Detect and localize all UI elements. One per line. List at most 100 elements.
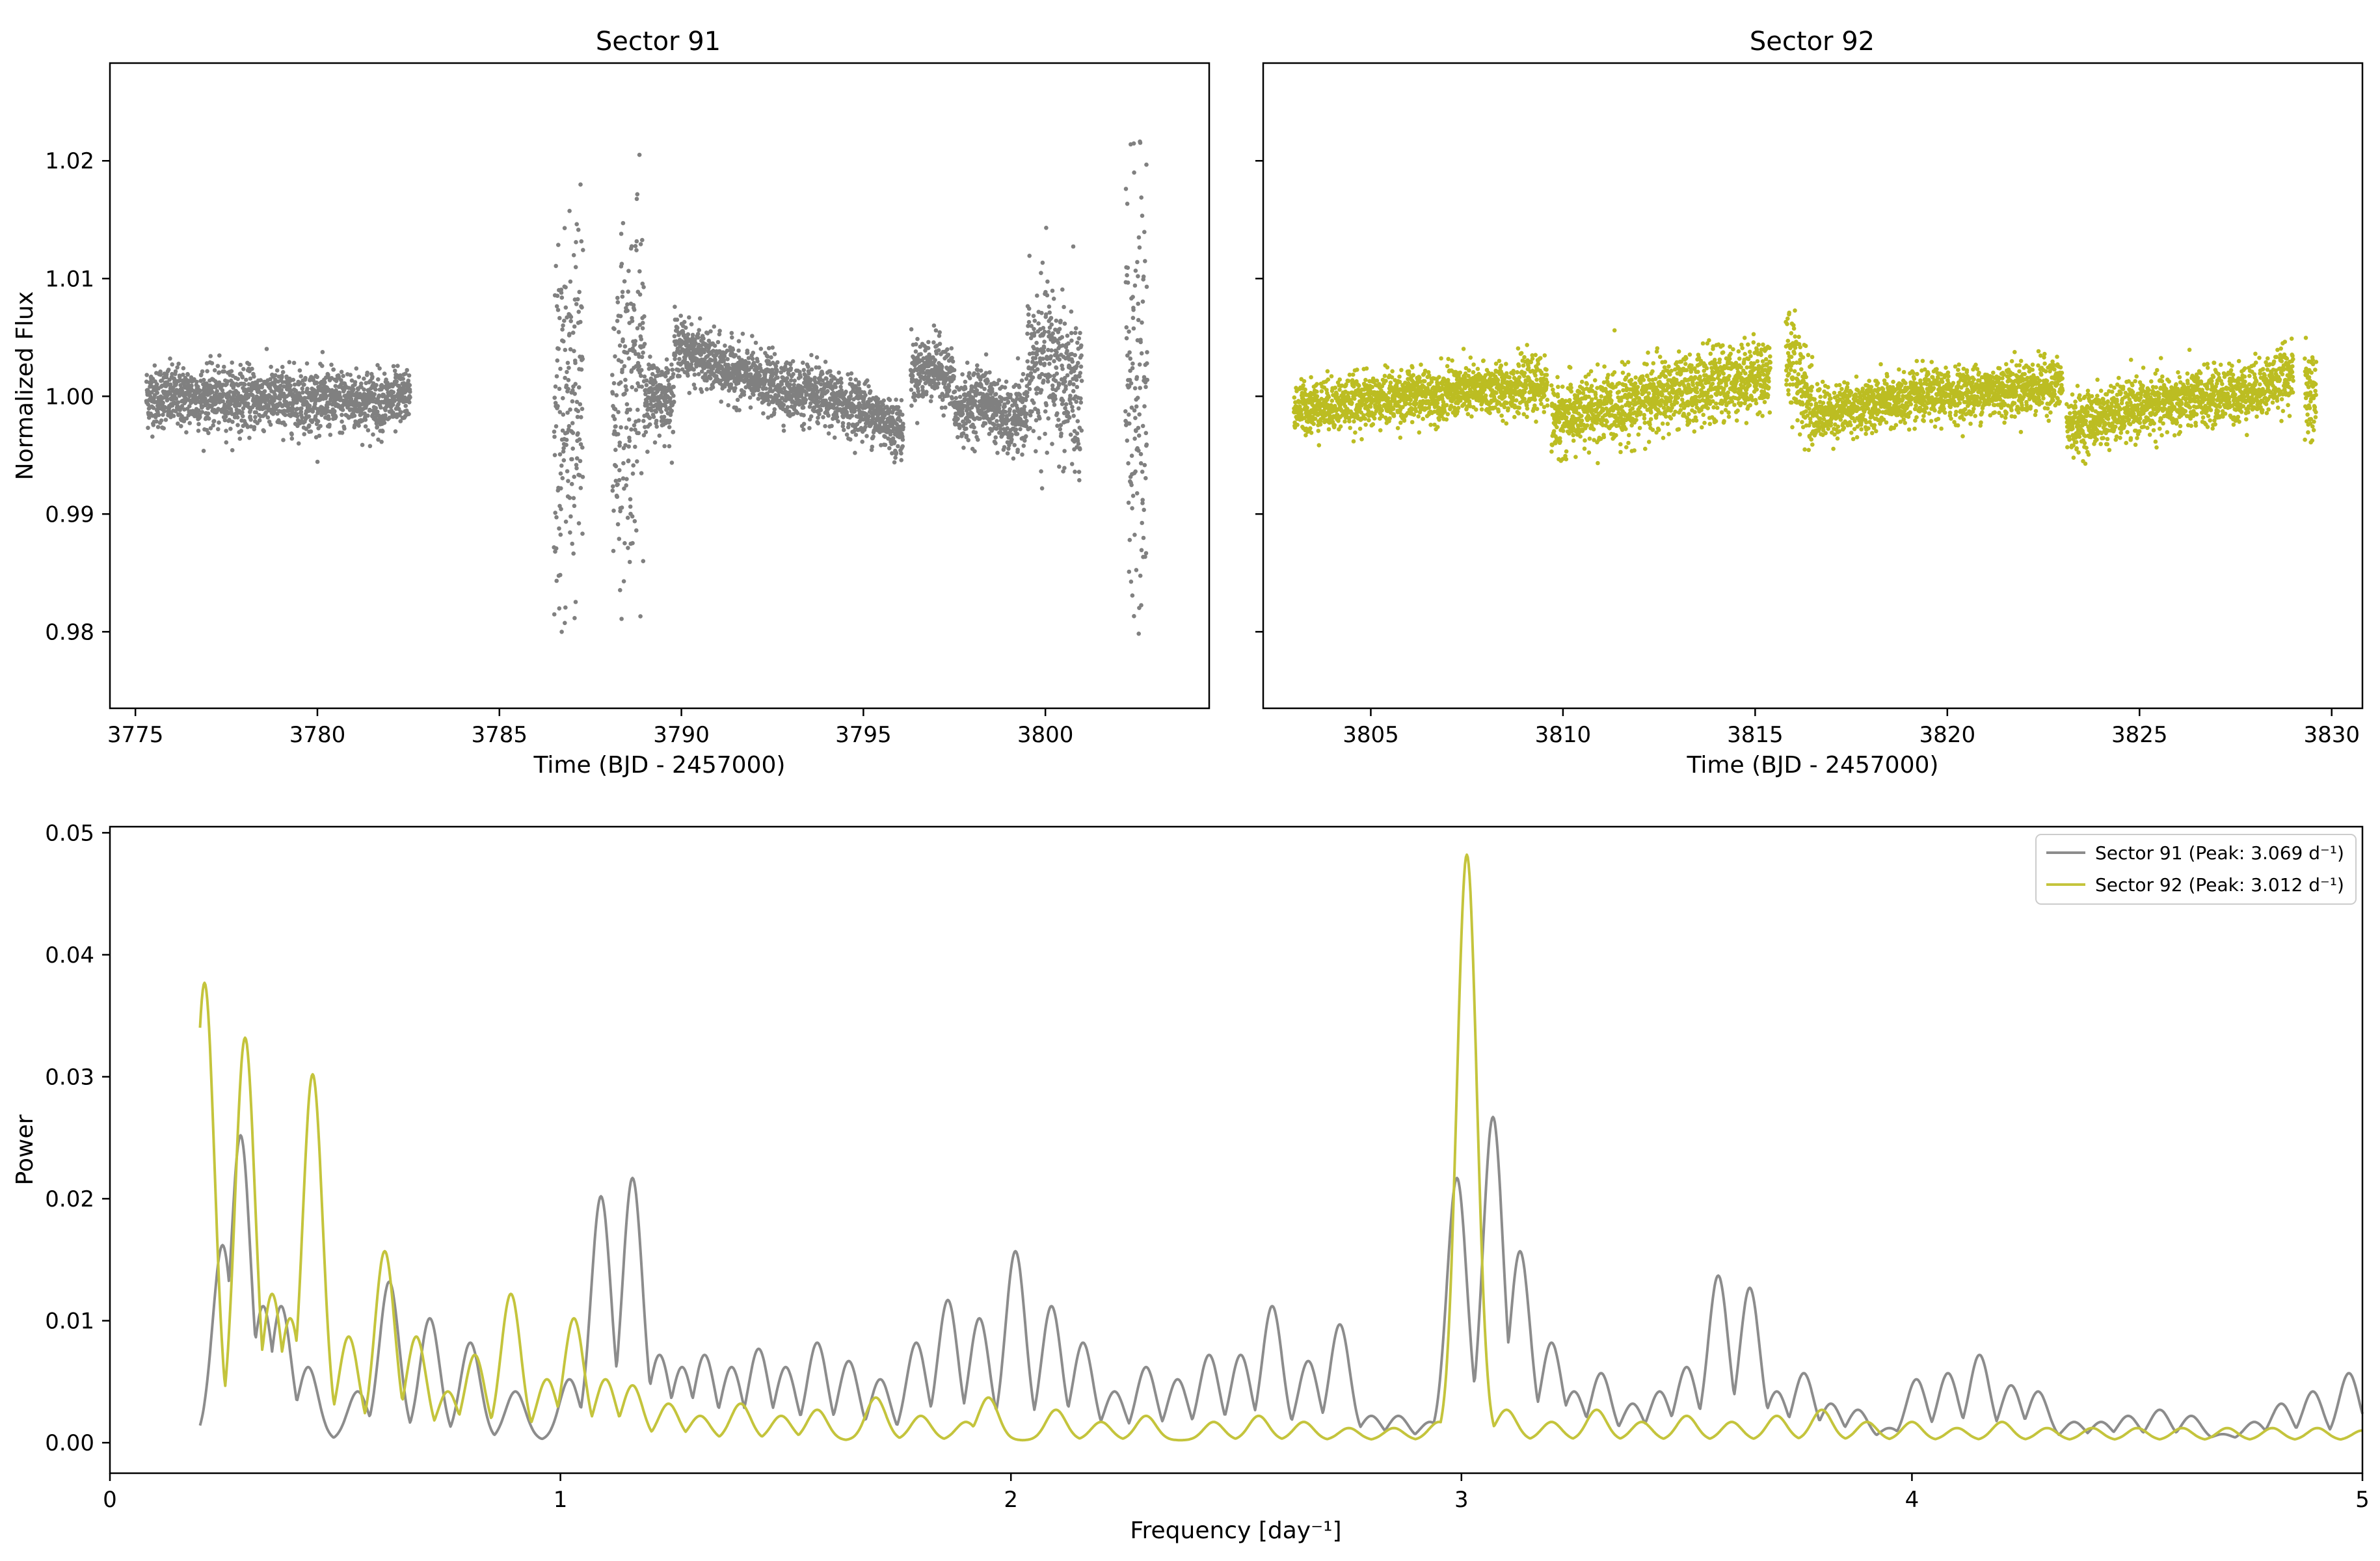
data-point xyxy=(572,474,576,479)
data-point xyxy=(624,402,630,407)
data-point xyxy=(340,412,344,418)
data-point xyxy=(220,388,225,393)
data-point xyxy=(781,428,786,433)
data-point xyxy=(637,364,642,369)
data-point xyxy=(576,431,580,436)
data-point xyxy=(929,394,934,399)
data-point xyxy=(671,399,676,404)
data-point xyxy=(340,407,345,412)
data-point xyxy=(1138,386,1142,390)
data-point xyxy=(1024,418,1029,423)
data-point xyxy=(579,415,583,420)
data-point xyxy=(299,374,304,379)
data-point xyxy=(352,413,357,418)
data-point xyxy=(838,376,844,381)
y-tick-label: 1.00 xyxy=(45,384,94,410)
data-point xyxy=(1136,274,1140,279)
data-point xyxy=(1002,385,1008,390)
data-point xyxy=(1311,421,1316,426)
data-point xyxy=(175,403,180,408)
data-point xyxy=(701,336,706,341)
data-point xyxy=(155,382,159,387)
data-point xyxy=(729,330,734,336)
data-point xyxy=(1069,309,1074,314)
data-point xyxy=(1050,331,1055,336)
panel-sector-91: Sector 91 3775 3780 3785 3790 3795 3800 0.980… xyxy=(12,27,1210,779)
data-point xyxy=(642,374,647,379)
data-point xyxy=(280,375,284,379)
data-point xyxy=(237,402,242,407)
data-point xyxy=(1071,414,1076,418)
data-point xyxy=(667,444,672,449)
data-point xyxy=(682,319,687,325)
data-point xyxy=(580,531,585,536)
data-point xyxy=(1143,431,1149,436)
data-point xyxy=(184,416,189,421)
data-point xyxy=(1021,444,1026,448)
data-point xyxy=(637,292,643,297)
data-point xyxy=(899,398,904,403)
data-point xyxy=(1126,461,1130,466)
data-point xyxy=(315,375,319,379)
data-point xyxy=(957,425,962,431)
data-point xyxy=(967,419,972,424)
data-point xyxy=(563,285,568,290)
data-point xyxy=(900,444,905,449)
data-point xyxy=(645,449,650,454)
data-point xyxy=(1034,340,1039,345)
data-point xyxy=(163,405,168,410)
data-point xyxy=(1069,462,1075,466)
data-point xyxy=(628,497,633,501)
data-point xyxy=(1075,431,1080,436)
data-point xyxy=(610,373,615,377)
data-point xyxy=(993,392,998,397)
data-point xyxy=(1023,397,1028,403)
data-point xyxy=(736,348,741,353)
data-point xyxy=(639,373,643,379)
data-point xyxy=(1060,287,1065,292)
data-point xyxy=(626,444,631,449)
y-tick-label: 1.01 xyxy=(45,266,94,292)
data-point xyxy=(1137,245,1142,250)
data-point xyxy=(1042,329,1047,334)
data-point xyxy=(1041,326,1046,330)
data-point xyxy=(1022,405,1027,409)
data-point xyxy=(926,345,931,351)
data-point xyxy=(260,382,265,388)
data-point xyxy=(175,365,180,370)
data-point xyxy=(978,416,982,421)
data-point xyxy=(1065,410,1071,415)
data-point xyxy=(552,429,557,434)
data-point xyxy=(1060,398,1065,403)
data-point xyxy=(227,418,232,422)
data-point xyxy=(667,425,672,429)
data-point xyxy=(676,368,681,373)
data-point xyxy=(1125,438,1130,443)
data-point xyxy=(356,423,361,428)
data-point xyxy=(340,431,345,435)
data-point xyxy=(807,371,811,376)
data-point xyxy=(775,360,780,365)
data-point xyxy=(184,430,189,434)
data-point xyxy=(947,388,952,393)
data-point xyxy=(1049,322,1054,327)
data-point xyxy=(555,404,560,408)
data-point xyxy=(863,393,868,397)
data-point xyxy=(1073,330,1078,336)
data-point xyxy=(816,421,820,426)
data-point xyxy=(1142,507,1146,513)
data-point xyxy=(864,434,869,438)
data-point xyxy=(909,388,914,392)
data-point xyxy=(849,413,855,418)
data-point xyxy=(1036,321,1041,326)
data-point xyxy=(909,327,914,332)
data-point xyxy=(356,375,362,379)
data-point xyxy=(708,329,713,334)
data-point xyxy=(283,422,287,427)
data-point xyxy=(1140,213,1145,219)
data-point xyxy=(630,540,635,546)
data-point xyxy=(295,414,300,419)
data-point xyxy=(1132,408,1137,413)
data-point xyxy=(215,364,221,368)
data-point xyxy=(627,438,632,444)
